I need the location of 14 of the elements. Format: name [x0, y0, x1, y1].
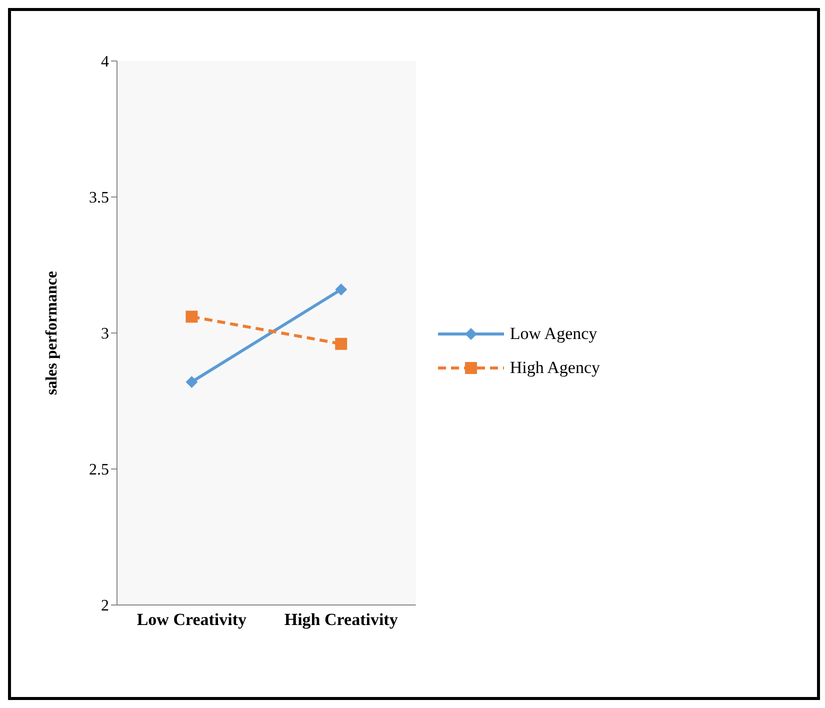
point: [186, 376, 198, 388]
y-tick-label: 3.5: [89, 190, 109, 207]
x-tick-label: Low Creativity: [136, 610, 248, 630]
y-tick-label: 2: [101, 598, 109, 615]
y-tick-label: 2.5: [89, 462, 109, 479]
x-tick-label: High Creativity: [284, 610, 398, 630]
y-axis-title: sales performance: [44, 271, 61, 395]
y-tick-label: 3: [101, 326, 109, 343]
point: [335, 338, 348, 350]
point: [335, 283, 348, 296]
y-tick-label: 4: [101, 54, 109, 71]
legend-label: Low Agency: [510, 324, 598, 344]
legend-label: High Agency: [510, 358, 600, 378]
point: [186, 310, 198, 323]
